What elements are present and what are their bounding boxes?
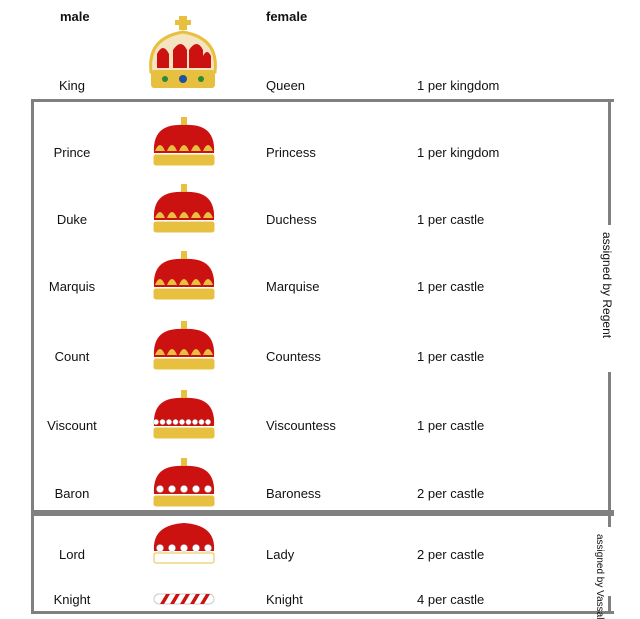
male-title: Prince [53, 145, 91, 160]
marquis-coronet-icon [153, 251, 215, 300]
female-title: Baroness [266, 486, 321, 501]
rank-quota: 4 per castle [417, 592, 485, 607]
header-male: male [60, 9, 90, 24]
rank-quota: 1 per castle [417, 279, 485, 294]
male-title: Lord [58, 547, 86, 562]
rank-quota: 1 per castle [417, 418, 485, 433]
header-female: female [266, 9, 308, 24]
regent-group-label: assigned by Regent [600, 232, 614, 339]
regent-frame-right-top [608, 99, 611, 225]
male-title: Marquis [48, 279, 96, 294]
male-title: Baron [54, 486, 90, 501]
male-title: King [58, 78, 86, 93]
royal-crown-icon [149, 16, 217, 88]
male-title: Duke [56, 212, 88, 227]
male-title: Knight [53, 592, 91, 607]
female-title: Duchess [266, 212, 317, 227]
vassal-group-label: assigned by Vassal [594, 534, 605, 619]
female-title: Queen [266, 78, 306, 93]
regent-group-frame [31, 99, 614, 513]
male-title: Viscount [47, 418, 97, 433]
female-title: Countess [266, 349, 321, 364]
rank-quota: 1 per kingdom [417, 78, 500, 93]
female-title: Lady [266, 547, 295, 562]
knight-wreath-icon [153, 593, 215, 605]
rank-quota: 1 per castle [417, 349, 485, 364]
vassal-group-frame [31, 513, 614, 614]
ducal-coronet-icon [153, 184, 215, 233]
regent-frame-right-bottom [608, 372, 611, 510]
female-title: Knight [266, 592, 303, 607]
rank-quota: 2 per castle [417, 486, 485, 501]
female-title: Marquise [266, 279, 320, 294]
vassal-frame-right-top [608, 513, 611, 527]
male-title: Count [54, 349, 90, 364]
prince-coronet-icon [153, 117, 215, 166]
viscount-coronet-icon [153, 390, 215, 439]
female-title: Princess [266, 145, 316, 160]
vassal-frame-right-bottom [608, 596, 611, 611]
count-coronet-icon [153, 321, 215, 370]
baron-coronet-icon [153, 458, 215, 507]
lord-cap-icon [153, 523, 215, 564]
rank-quota: 1 per kingdom [417, 145, 500, 160]
female-title: Viscountess [266, 418, 336, 433]
rank-quota: 2 per castle [417, 547, 485, 562]
rank-quota: 1 per castle [417, 212, 485, 227]
